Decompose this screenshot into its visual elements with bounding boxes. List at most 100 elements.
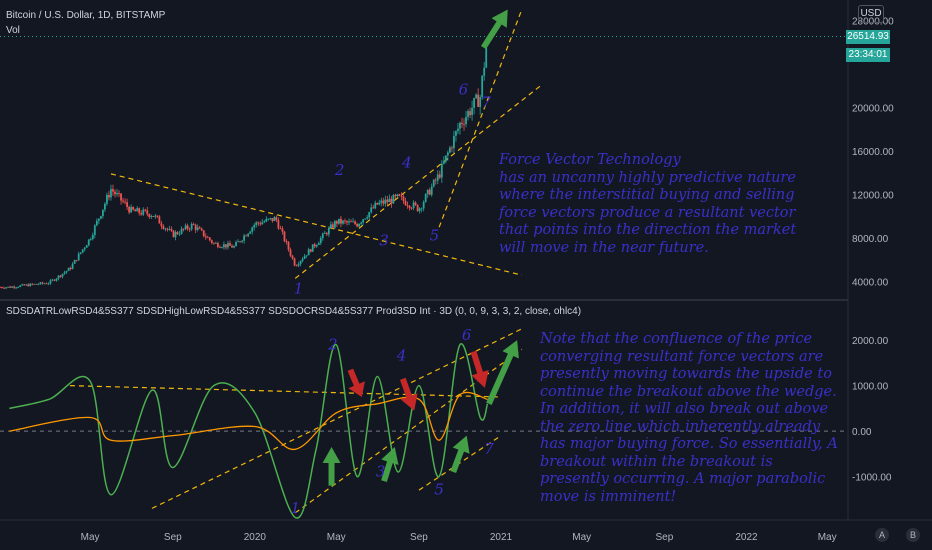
candle-body bbox=[336, 221, 338, 224]
indicator-legend[interactable]: SDSDATRLowRSD4&5S377 SDSDHighLowRSD4&5S3… bbox=[6, 306, 582, 317]
time-axis[interactable]: May Sep 2020 May Sep 2021 May Sep 2022 May bbox=[81, 532, 837, 543]
candle-body bbox=[192, 224, 195, 225]
log-scale-button[interactable]: B bbox=[906, 528, 920, 542]
candle-body bbox=[469, 111, 471, 116]
candle-body bbox=[406, 205, 409, 206]
candle-body bbox=[247, 233, 250, 237]
time-tick-label: Sep bbox=[656, 532, 674, 543]
candle-body bbox=[394, 195, 397, 197]
candle-body bbox=[198, 227, 201, 229]
price-wave-label: 1 bbox=[294, 280, 304, 298]
parabolic-line bbox=[438, 9, 523, 228]
candle-body bbox=[269, 218, 272, 219]
candle-body bbox=[110, 189, 112, 198]
candle-body bbox=[134, 209, 137, 212]
candle-body bbox=[483, 67, 486, 76]
candle-body bbox=[39, 282, 42, 285]
candle-body bbox=[95, 220, 98, 226]
indicator-wave-label: 2 bbox=[327, 335, 338, 353]
candle-body bbox=[386, 199, 389, 203]
candle-body bbox=[33, 283, 36, 285]
candle-body bbox=[418, 208, 421, 212]
symbol-title[interactable]: Bitcoin / U.S. Dollar, 1D, BITSTAMP bbox=[6, 10, 166, 21]
indicator-wave-label: 5 bbox=[434, 481, 444, 499]
candle-body bbox=[63, 272, 66, 274]
candle-body bbox=[212, 242, 215, 244]
candle-body bbox=[188, 228, 191, 230]
candle-body bbox=[358, 223, 361, 227]
candle-body bbox=[263, 221, 266, 223]
candle-body bbox=[273, 217, 276, 221]
candle-body bbox=[148, 214, 151, 217]
candle-body bbox=[172, 230, 175, 238]
candle-body bbox=[208, 237, 211, 241]
candle-body bbox=[210, 240, 213, 243]
candle-body bbox=[225, 244, 227, 248]
candle-body bbox=[0, 287, 1, 288]
candle-body bbox=[120, 193, 122, 201]
candle-body bbox=[87, 239, 90, 246]
candle-body bbox=[444, 155, 447, 162]
candle-body bbox=[19, 285, 22, 288]
candle-body bbox=[164, 228, 167, 230]
candle-body bbox=[112, 189, 114, 192]
price-wave-label: 3 bbox=[379, 232, 389, 250]
candle-body bbox=[448, 147, 451, 153]
indicator-tick-label: 2000.00 bbox=[852, 336, 889, 347]
candle-body bbox=[428, 189, 431, 195]
auto-scale-button[interactable]: A bbox=[875, 528, 889, 542]
candle-body bbox=[412, 202, 415, 209]
candle-body bbox=[378, 202, 381, 205]
candle-body bbox=[186, 225, 189, 229]
candle-body bbox=[434, 179, 437, 181]
candle-body bbox=[1, 287, 3, 288]
candle-body bbox=[289, 249, 292, 256]
price-candles bbox=[0, 44, 488, 290]
candle-body bbox=[51, 279, 54, 281]
candle-body bbox=[424, 194, 427, 203]
price-wave-label: 4 bbox=[401, 153, 412, 171]
candle-body bbox=[315, 245, 318, 247]
candle-body bbox=[277, 220, 280, 229]
candle-body bbox=[455, 131, 457, 136]
candle-body bbox=[194, 224, 197, 230]
indicator-green-arrow bbox=[381, 447, 399, 482]
countdown-tag: 23:34:01 bbox=[846, 47, 890, 62]
price-tick-label: 16000.00 bbox=[852, 147, 894, 158]
candle-body bbox=[235, 242, 237, 247]
candle-body bbox=[144, 209, 147, 211]
candle-body bbox=[436, 174, 439, 181]
candle-body bbox=[5, 287, 7, 289]
candle-body bbox=[160, 223, 163, 227]
candle-body bbox=[259, 223, 262, 225]
candle-body bbox=[221, 247, 223, 248]
candle-body bbox=[331, 224, 334, 228]
indicator-red-arrow bbox=[347, 368, 365, 397]
candle-body bbox=[229, 243, 231, 246]
candle-body bbox=[344, 220, 346, 222]
candle-body bbox=[364, 218, 367, 220]
candle-body bbox=[360, 222, 363, 224]
candle-body bbox=[329, 224, 332, 229]
candle-body bbox=[327, 228, 330, 235]
candle-body bbox=[380, 200, 383, 203]
candle-body bbox=[311, 244, 314, 252]
candle-body bbox=[374, 202, 377, 209]
candle-body bbox=[93, 225, 96, 236]
candle-body bbox=[313, 244, 316, 247]
candle-body bbox=[239, 241, 241, 243]
price-tick-label: 20000.00 bbox=[852, 103, 894, 114]
candle-body bbox=[106, 194, 108, 204]
candle-body bbox=[67, 267, 70, 272]
candle-body bbox=[279, 228, 282, 230]
currency-button[interactable]: USD bbox=[858, 5, 884, 23]
candle-body bbox=[416, 204, 419, 212]
indicator-axis[interactable]: -1000.00 0.00 1000.00 2000.00 bbox=[0, 336, 892, 484]
candle-body bbox=[7, 286, 9, 288]
candle-body bbox=[182, 228, 185, 230]
price-axis[interactable]: 4000.008000.0012000.0016000.0020000.0028… bbox=[0, 0, 932, 521]
candle-body bbox=[73, 260, 76, 264]
vol-label[interactable]: Vol bbox=[6, 25, 20, 36]
candle-body bbox=[479, 97, 482, 107]
